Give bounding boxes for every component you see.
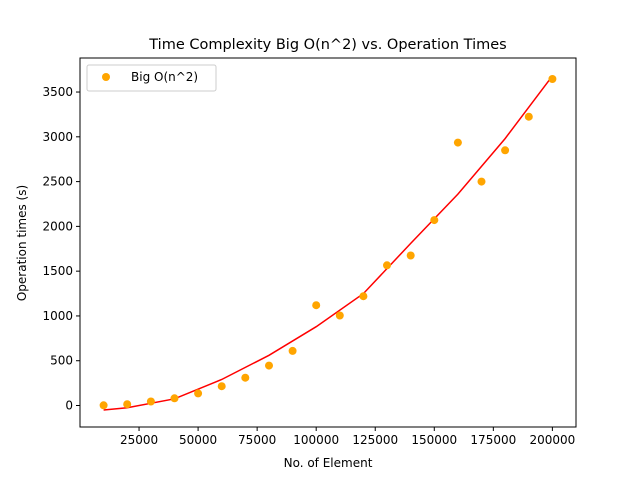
x-tick-label: 75000 bbox=[238, 433, 276, 447]
data-point bbox=[335, 311, 344, 320]
data-point bbox=[123, 400, 132, 409]
y-axis-label: Operation times (s) bbox=[15, 185, 29, 301]
data-point bbox=[99, 401, 108, 410]
plot-area bbox=[79, 57, 577, 428]
x-axis-label: No. of Element bbox=[284, 456, 373, 470]
y-tick-label: 2500 bbox=[42, 175, 73, 189]
y-tick-label: 3000 bbox=[42, 130, 73, 144]
data-point bbox=[217, 382, 226, 391]
x-axis: 25000 50000 75000 100000 125000 150000 175000 2… bbox=[120, 427, 575, 447]
series-layer bbox=[99, 75, 557, 411]
legend-box bbox=[86, 64, 217, 92]
data-point bbox=[359, 292, 368, 301]
data-point bbox=[241, 373, 250, 382]
data-point bbox=[312, 301, 321, 310]
data-point bbox=[383, 261, 391, 270]
x-tick-label: 100000 bbox=[293, 433, 339, 447]
data-point bbox=[524, 112, 533, 121]
legend-label: Big O(n^2) bbox=[131, 70, 198, 84]
x-tick-label: 150000 bbox=[411, 433, 457, 447]
data-point bbox=[430, 216, 439, 225]
fit-curve bbox=[103, 75, 553, 411]
x-tick-label: 175000 bbox=[470, 433, 516, 447]
y-tick-label: 1500 bbox=[42, 264, 73, 278]
legend: Big O(n^2) bbox=[86, 64, 217, 92]
y-tick-label: 500 bbox=[50, 354, 73, 368]
data-point bbox=[548, 75, 557, 83]
data-point bbox=[453, 138, 462, 147]
x-tick-label: 50000 bbox=[179, 433, 217, 447]
data-point bbox=[477, 177, 486, 186]
data-point bbox=[146, 397, 155, 406]
y-tick-label: 0 bbox=[65, 399, 73, 413]
y-tick-label: 1000 bbox=[42, 309, 73, 323]
data-point bbox=[501, 146, 510, 155]
data-point bbox=[265, 361, 273, 370]
y-tick-label: 3500 bbox=[42, 85, 73, 99]
data-point bbox=[288, 346, 297, 355]
chart-title: Time Complexity Big O(n^2) vs. Operation… bbox=[148, 37, 506, 53]
data-point bbox=[170, 394, 179, 403]
x-tick-label: 200000 bbox=[529, 433, 575, 447]
legend-marker bbox=[102, 73, 110, 81]
y-tick-label: 2000 bbox=[42, 219, 73, 233]
x-tick-label: 125000 bbox=[352, 433, 398, 447]
x-tick-label: 25000 bbox=[120, 433, 158, 447]
data-point bbox=[194, 389, 203, 398]
y-axis: 0 500 1000 1500 2000 2500 3000 3500 bbox=[42, 85, 80, 413]
data-point bbox=[406, 251, 415, 260]
